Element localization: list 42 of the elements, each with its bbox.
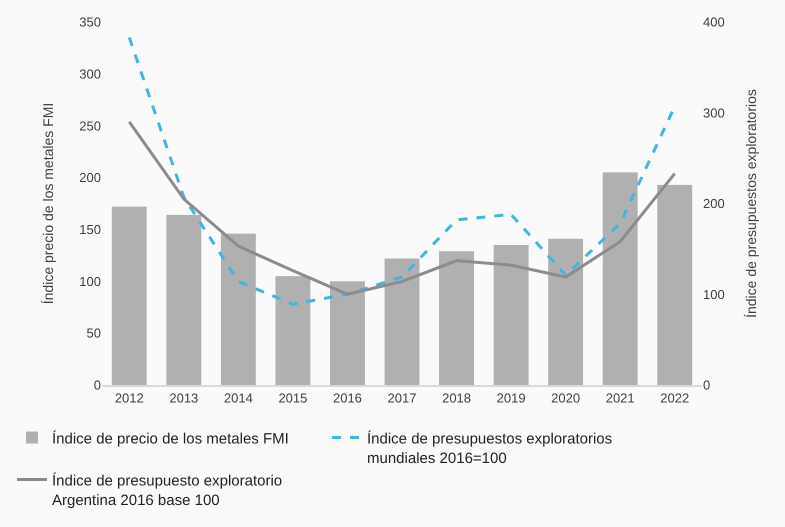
- y-tick-label: 300: [79, 66, 101, 82]
- bar: [330, 281, 365, 385]
- y2-axis-title: Índice de presupuestos exploratorios: [743, 89, 760, 318]
- y-tick-label: 200: [79, 170, 101, 186]
- bar: [602, 172, 638, 385]
- bar: [548, 238, 584, 385]
- bar: [275, 276, 310, 385]
- bar: [439, 251, 474, 385]
- y-tick-label: 350: [79, 14, 101, 30]
- bar: [166, 214, 202, 385]
- y2-tick-label: 0: [703, 378, 710, 393]
- x-tick-label: 2012: [114, 390, 144, 406]
- x-tick-label: 2021: [606, 390, 635, 406]
- x-tick-label: 2017: [388, 390, 416, 406]
- x-tick-label: 2013: [169, 390, 198, 406]
- x-tick-label: 2018: [442, 390, 472, 406]
- y2-tick-label: 200: [703, 196, 725, 212]
- y-tick-label: 100: [79, 274, 101, 289]
- legend-label: Índice de precio de los metales FMI: [52, 429, 289, 448]
- x-tick-label: 2015: [278, 390, 308, 406]
- line-series: [128, 36, 676, 306]
- y2-tick-label: 100: [703, 286, 725, 302]
- x-tick-label: 2022: [660, 390, 690, 406]
- y-tick-label: 250: [79, 118, 101, 134]
- bar: [220, 234, 256, 385]
- bar: [112, 206, 147, 385]
- y2-tick-label: 300: [703, 105, 725, 120]
- x-tick-label: 2019: [496, 390, 526, 406]
- y-tick-label: 50: [86, 326, 101, 341]
- bar: [657, 184, 692, 385]
- y-tick-label: 150: [79, 222, 101, 237]
- bar: [494, 244, 529, 385]
- y-axis-title: Índice precio de los metales FMI: [40, 102, 56, 304]
- y-tick-label: 0: [94, 378, 101, 393]
- legend-label: Índice de presupuesto exploratorio Argentina 2016 base 100: [52, 471, 282, 509]
- x-tick-label: 2020: [551, 390, 580, 406]
- bar: [384, 258, 420, 385]
- line-series: [128, 120, 676, 296]
- y2-tick-label: 400: [703, 14, 725, 30]
- x-tick-label: 2016: [332, 390, 362, 406]
- x-tick-label: 2014: [224, 390, 253, 406]
- legend-label: Índice de presupuestos exploratorios mundiales 2016=100: [367, 429, 612, 467]
